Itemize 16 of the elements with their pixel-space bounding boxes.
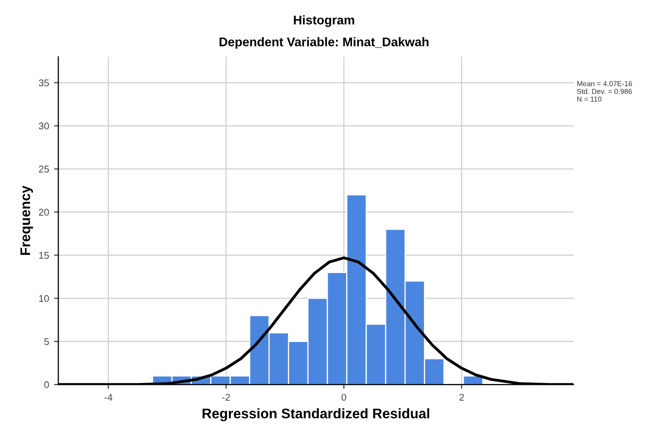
y-tick-label: 5 — [44, 338, 49, 346]
x-tick-label: 0 — [342, 394, 346, 401]
y-tick-label: 30 — [38, 122, 49, 130]
chart-subtitle: Dependent Variable: Minat_Dakwah — [220, 37, 428, 49]
y-tick-label: 0 — [44, 381, 49, 388]
x-tick-label: 2 — [459, 394, 464, 401]
y-tick-label: 10 — [39, 295, 49, 302]
x-tick-label: -4 — [104, 394, 112, 401]
x-axis-title: Regression Standardized Residual — [202, 408, 430, 422]
y-tick-label: 35 — [38, 79, 49, 86]
chart-title: Histogram — [294, 15, 354, 27]
y-axis-title: Frequency — [20, 186, 33, 255]
y-tick-label: 20 — [38, 208, 49, 216]
y-tick-label: 15 — [39, 252, 49, 259]
y-tick-label: 25 — [38, 166, 49, 173]
x-tick-label: -2 — [222, 394, 230, 401]
